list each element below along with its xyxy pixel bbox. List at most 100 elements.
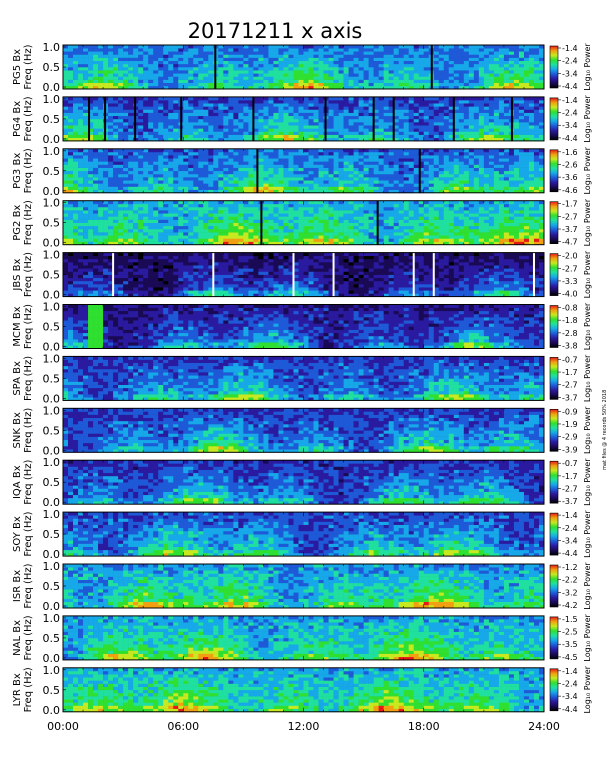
spectrogram-cell (419, 73, 424, 76)
spectrogram-cell (344, 183, 349, 186)
spectrogram-cell (193, 61, 198, 64)
spectrogram-cell (238, 177, 243, 180)
spectrogram-cell (524, 183, 529, 186)
spectrogram-cell (524, 109, 529, 112)
spectrogram-cell (489, 174, 494, 177)
spectrogram-cell (374, 180, 379, 183)
spectrogram-cell (298, 158, 303, 161)
spectrogram-cell (78, 48, 83, 51)
spectrogram-cell (504, 64, 509, 67)
spectrogram-cell (359, 135, 364, 138)
spectrogram-cell (173, 109, 178, 112)
spectrogram-cell (153, 97, 158, 100)
spectrogram-cell (309, 155, 314, 158)
spectrogram-cell (494, 168, 499, 171)
spectrogram-cell (163, 207, 168, 210)
spectrogram-cell (414, 174, 419, 177)
spectrogram-cell (238, 216, 243, 219)
spectrogram-cell (414, 67, 419, 70)
spectrogram-cell (243, 204, 248, 207)
spectrogram-cell (444, 161, 449, 164)
spectrogram-cell (203, 100, 208, 103)
spectrogram-cell (319, 238, 324, 241)
spectrogram-cell (173, 174, 178, 177)
spectrogram-cell (509, 48, 514, 51)
spectrogram-cell (93, 113, 98, 116)
spectrogram-cell (113, 201, 118, 204)
spectrogram-cell (334, 131, 339, 134)
spectrogram-cell (223, 122, 228, 125)
spectrogram-cell (419, 58, 424, 61)
spectrogram-cell (314, 226, 319, 229)
spectrogram-cell (354, 109, 359, 112)
spectrogram-cell (509, 80, 514, 83)
spectrogram-cell (103, 238, 108, 241)
spectrogram-cell (469, 97, 474, 100)
spectrogram-cell (223, 232, 228, 235)
spectrogram-cell (123, 177, 128, 180)
spectrogram-cell (143, 155, 148, 158)
spectrogram-cell (394, 67, 399, 70)
spectrogram-cell (459, 161, 464, 164)
spectrogram-cell (334, 58, 339, 61)
spectrogram-cell (309, 187, 314, 190)
spectrogram-cell (404, 152, 409, 155)
spectrogram-cell (489, 187, 494, 190)
spectrogram-cell (163, 45, 168, 48)
spectrogram-cell (158, 226, 163, 229)
spectrogram-cell (198, 131, 203, 134)
spectrogram-cell (173, 171, 178, 174)
spectrogram-cell (434, 155, 439, 158)
spectrogram-cell (178, 174, 183, 177)
spectrogram-cell (479, 158, 484, 161)
spectrogram-cell (509, 64, 514, 67)
spectrogram-cell (188, 135, 193, 138)
spectrogram-cell (248, 73, 253, 76)
spectrogram-cell (138, 213, 143, 216)
spectrogram-cell (193, 223, 198, 226)
spectrogram-cell (73, 158, 78, 161)
spectrogram-cell (479, 103, 484, 106)
spectrogram-cell (298, 106, 303, 109)
spectrogram-cell (534, 174, 539, 177)
spectrogram-cell (68, 226, 73, 229)
spectrogram-cell (304, 128, 309, 131)
spectrogram-cell (293, 76, 298, 79)
spectrogram-cell (283, 131, 288, 134)
spectrogram-cell (509, 174, 514, 177)
spectrogram-cell (474, 61, 479, 64)
spectrogram-cell (108, 54, 113, 57)
spectrogram-cell (309, 152, 314, 155)
spectrogram-cell (344, 97, 349, 100)
spectrogram-cell (203, 238, 208, 241)
spectrogram-cell (158, 67, 163, 70)
spectrogram-cell (344, 103, 349, 106)
spectrogram-cell (283, 229, 288, 232)
spectrogram-cell (138, 58, 143, 61)
spectrogram-cell (228, 48, 233, 51)
spectrogram-cell (188, 165, 193, 168)
spectrogram-cell (273, 67, 278, 70)
spectrogram-cell (103, 73, 108, 76)
spectrogram-cell (158, 48, 163, 51)
spectrogram-cell (178, 165, 183, 168)
spectrogram-cell (118, 155, 123, 158)
spectrogram-cell (309, 229, 314, 232)
spectrogram-cell (178, 64, 183, 67)
spectrogram-cell (108, 45, 113, 48)
data-gap-line (453, 97, 455, 141)
spectrogram-cell (128, 125, 133, 128)
spectrogram-cell (188, 149, 193, 152)
spectrogram-cell (434, 83, 439, 86)
spectrogram-cell (459, 149, 464, 152)
spectrogram-cell (218, 113, 223, 116)
spectrogram-cell (278, 223, 283, 226)
spectrogram-cell (414, 165, 419, 168)
spectrogram-cell (208, 106, 213, 109)
spectrogram-cell (218, 204, 223, 207)
spectrogram-cell (68, 155, 73, 158)
spectrogram-cell (173, 83, 178, 86)
spectrogram-cell (68, 54, 73, 57)
spectrogram-cell (459, 83, 464, 86)
spectrogram-cell (474, 125, 479, 128)
